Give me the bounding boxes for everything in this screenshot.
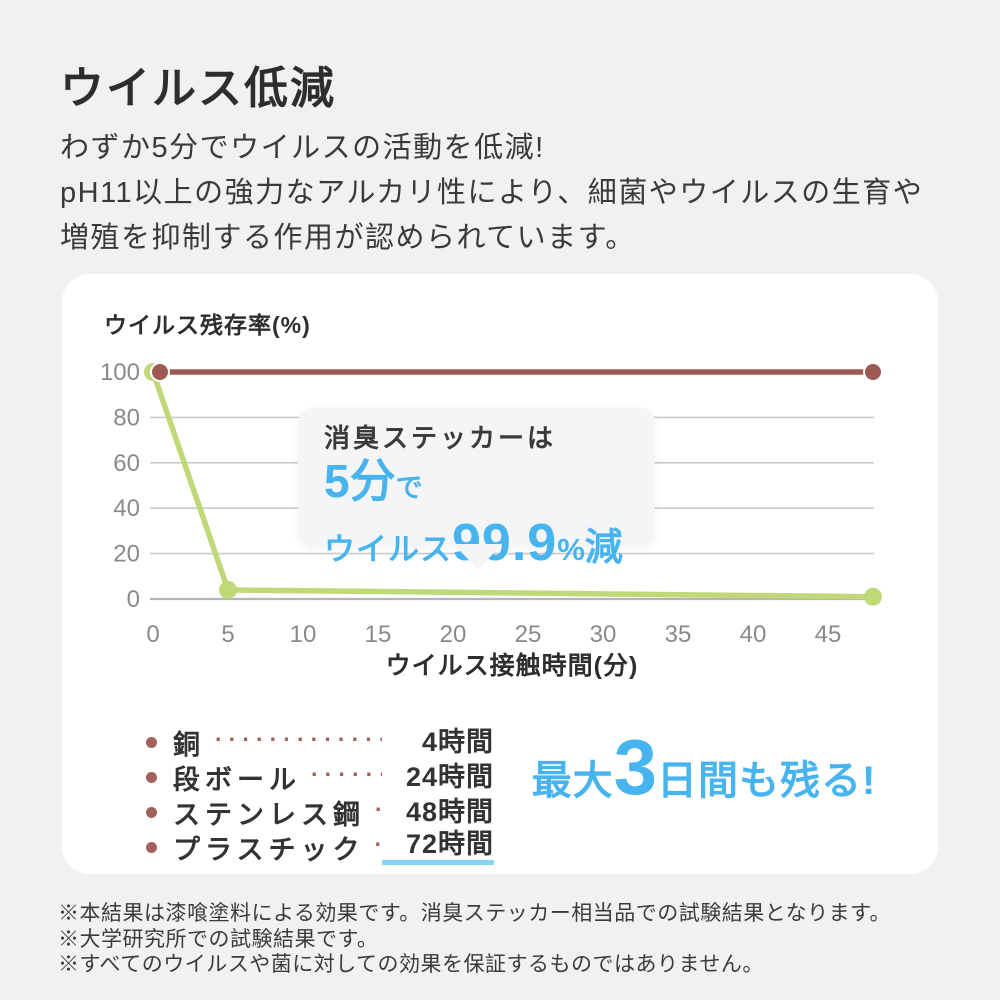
legend-label: プラスチック [173, 834, 365, 865]
footnote-line: ※すべてのウイルスや菌に対しての効果を保証するものではありません。 [58, 953, 764, 976]
legend-value: 72時間 [382, 829, 494, 865]
callout-tail-icon [454, 544, 502, 570]
y-axis-tick-label: 0 [127, 586, 140, 613]
x-axis-tick-label: 20 [440, 621, 467, 648]
highlight-suffix: 日間も残る! [657, 759, 877, 803]
data-point-marker [864, 587, 882, 606]
footnotes: ※本結果は漆喰塗料による効果です。消臭ステッカー相当品での試験結果となります。 … [58, 901, 891, 978]
y-axis-tick-label: 80 [113, 404, 140, 431]
x-axis-tick-label: 30 [590, 621, 617, 648]
y-axis-tick-label: 20 [113, 541, 140, 568]
callout-virus-label: ウイルス [324, 532, 452, 567]
material-legend: 銅 ············· 4時間 段ボール ········· 24時間 … [146, 725, 494, 868]
bullet-icon [146, 841, 157, 853]
legend-row-plastic: プラスチック ····· 72時間 [146, 829, 494, 865]
page-title: ウイルス低減 [60, 64, 336, 113]
legend-value: 24時間 [405, 762, 494, 792]
callout-heading: 消臭ステッカーは [324, 423, 557, 453]
leader-dots: ········· [311, 760, 382, 787]
legend-value: 4時間 [421, 727, 494, 757]
callout-suffix: 減 [584, 527, 623, 569]
highlight-prefix: 最大 [531, 759, 614, 803]
legend-row-copper: 銅 ············· 4時間 [146, 725, 494, 760]
remains-highlight: 最大 3 日間も残る! [524, 722, 884, 842]
chart-y-axis-title: ウイルス残存率(%) [104, 312, 311, 338]
x-axis-tick-label: 0 [146, 621, 159, 648]
callout-percent-sign: % [557, 532, 585, 567]
virus-survival-chart: 100 80 60 40 20 00 5 10 15 20 25 30 35 40 45 ウイルス接触時間(分… [100, 359, 883, 680]
callout-minutes: 5分で [324, 457, 629, 517]
leader-dots: ············· [215, 725, 382, 752]
bullet-icon [146, 736, 157, 748]
y-axis-tick-label: 60 [113, 450, 140, 477]
x-axis-tick-label: 5 [221, 621, 234, 648]
description-line: わずか5分でウイルスの活動を低減! [60, 132, 545, 164]
data-point-marker [863, 362, 883, 382]
y-axis-tick-label: 100 [100, 359, 140, 386]
legend-label: ステンレス鋼 [173, 799, 365, 830]
leader-dots: ······ [375, 796, 382, 823]
data-point-marker [219, 580, 237, 599]
footnote-line: ※本結果は漆喰塗料による効果です。消臭ステッカー相当品での試験結果となります。 [58, 902, 892, 925]
data-point-marker [150, 362, 170, 382]
x-axis-tick-label: 15 [365, 621, 392, 648]
footnote-line: ※大学研究所での試験結果です。 [58, 927, 379, 951]
leader-dots: ····· [374, 831, 382, 858]
x-axis-tick-label: 35 [665, 621, 692, 648]
legend-row-cardboard: 段ボール ········· 24時間 [146, 760, 494, 795]
x-axis-tick-label: 25 [515, 621, 542, 648]
legend-label: 段ボール [173, 764, 301, 795]
chart-card: ウイルス残存率(%) 100 80 60 40 20 0 0 5 10 15 20 25 30 35 40 4… [62, 274, 938, 874]
result-callout: 消臭ステッカーは 5分で ウイルス99.9%減 [298, 408, 655, 570]
x-axis-tick-label: 10 [290, 621, 317, 648]
description-line: pH11以上の強力なアルカリ性により、細菌やウイルスの生育や [60, 177, 924, 209]
x-axis-title: ウイルス接触時間(分) [386, 651, 639, 680]
y-axis-tick-label: 40 [113, 495, 140, 522]
legend-label: 銅 [173, 729, 205, 760]
legend-value: 48時間 [405, 797, 494, 827]
page-description: わずか5分でウイルスの活動を低減! pH11以上の強力なアルカリ性により、細菌や… [60, 126, 923, 261]
bullet-icon [146, 806, 157, 818]
callout-minutes-small: で [395, 473, 423, 503]
description-line: 増殖を抑制する作用が認められています。 [60, 222, 636, 254]
bullet-icon [146, 771, 157, 783]
highlight-number: 3 [613, 723, 658, 811]
callout-minutes-big: 5分 [324, 455, 396, 507]
x-axis-tick-label: 40 [740, 621, 767, 648]
legend-row-stainless: ステンレス鋼 ······ 48時間 [146, 796, 494, 830]
x-axis-tick-label: 45 [815, 621, 842, 648]
